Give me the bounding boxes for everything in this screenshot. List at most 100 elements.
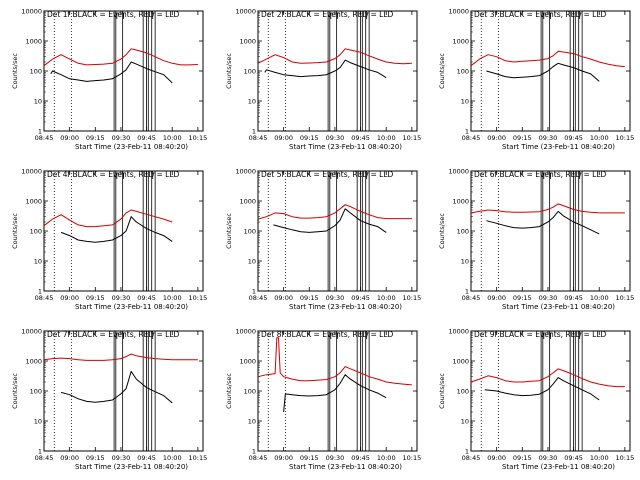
detector-panel: Det 1f BLACK = Events, RED = LLD 1 10 100 10… — [11, 8, 207, 152]
y-tick-label: 1000 — [452, 358, 469, 366]
x-tick-label: 10:00 — [163, 134, 182, 142]
detector-panel: Det 3f BLACK = Events, RED = LLD 1 10 100 10… — [438, 8, 634, 152]
x-tick-label: 09:30 — [326, 454, 345, 462]
x-tick-label: 09:00 — [60, 134, 79, 142]
x-tick-label: 09:30 — [112, 454, 131, 462]
x-tick-label: 08:45 — [462, 134, 481, 142]
events-series-line — [60, 370, 173, 404]
plot-frame — [43, 10, 204, 132]
lld-series-line — [257, 204, 412, 220]
y-tick-label: 1 — [465, 128, 469, 136]
y-tick-label: 100 — [457, 68, 469, 76]
interval-flag-icon — [577, 12, 582, 19]
y-tick-label: 10 — [248, 418, 256, 426]
lld-series-line — [470, 50, 625, 68]
interval-flag-icon — [548, 332, 553, 339]
x-axis-label: Start Time (23-Feb-11 08:40:20) — [289, 143, 402, 151]
x-tick-label: 09:30 — [112, 294, 131, 302]
detector-panel: Det 7f BLACK = Events, RED = LLD 1 10 100 10… — [11, 328, 207, 472]
y-tick-label: 1000 — [452, 38, 469, 46]
x-tick-label: 09:45 — [137, 454, 156, 462]
lld-series-line — [257, 48, 412, 65]
x-tick-label: 09:45 — [564, 294, 583, 302]
y-tick-label: 1 — [252, 288, 256, 296]
x-tick-label: 10:00 — [377, 454, 396, 462]
x-tick-label: 08:45 — [35, 134, 54, 142]
y-tick-label: 10 — [34, 98, 42, 106]
x-tick-label: 10:15 — [403, 454, 422, 462]
interval-flag-icon — [328, 172, 333, 179]
y-tick-label: 10 — [461, 258, 469, 266]
x-tick-label: 10:00 — [590, 454, 609, 462]
x-tick-label: 08:45 — [249, 454, 268, 462]
events-series-line — [484, 377, 600, 401]
x-tick-label: 09:15 — [513, 294, 532, 302]
detector-panel: Det 4f BLACK = Events, RED = LLD 1 10 100 10… — [11, 168, 207, 312]
lld-series-line — [470, 203, 625, 214]
y-tick-label: 1 — [38, 128, 42, 136]
x-axis-label: Start Time (23-Feb-11 08:40:20) — [75, 463, 188, 471]
y-tick-label: 10 — [248, 258, 256, 266]
lld-series-line — [43, 48, 198, 67]
x-tick-label: 09:00 — [274, 134, 293, 142]
x-tick-label: 09:30 — [112, 134, 131, 142]
y-axis-label: Counts/sec — [225, 53, 233, 89]
interval-flag-icon — [577, 172, 582, 179]
x-tick-label: 09:45 — [351, 454, 370, 462]
interval-flag-icon — [328, 12, 333, 19]
interval-flag-icon — [335, 332, 340, 339]
x-tick-label: 08:45 — [35, 454, 54, 462]
x-tick-label: 09:15 — [300, 134, 319, 142]
y-tick-label: 10000 — [235, 8, 256, 16]
y-tick-label: 100 — [457, 388, 469, 396]
lld-series-line — [470, 368, 625, 388]
x-tick-label: 09:30 — [326, 134, 345, 142]
y-tick-label: 1000 — [239, 38, 256, 46]
interval-flag-icon — [364, 332, 369, 339]
x-tick-label: 09:15 — [86, 134, 105, 142]
events-series-line — [273, 208, 387, 233]
lld-series-line — [43, 209, 173, 228]
detector-panel: Det 5f BLACK = Events, RED = LLD 1 10 100 10… — [225, 168, 421, 312]
y-tick-label: 10000 — [448, 168, 469, 176]
detector-panel: Det 6f BLACK = Events, RED = LLD 1 10 100 10… — [438, 168, 634, 312]
x-tick-label: 10:00 — [163, 294, 182, 302]
interval-flag-icon — [328, 332, 333, 339]
y-tick-label: 10 — [461, 418, 469, 426]
x-tick-label: 09:00 — [487, 134, 506, 142]
panel-title: Det 8f BLACK = Events, RED = LLD — [261, 330, 394, 339]
x-tick-label: 09:00 — [487, 294, 506, 302]
y-tick-label: 1000 — [452, 198, 469, 206]
x-tick-label: 10:15 — [189, 294, 208, 302]
x-tick-label: 10:15 — [616, 454, 635, 462]
events-series-line — [50, 61, 173, 84]
x-tick-label: 09:30 — [539, 454, 558, 462]
y-tick-label: 100 — [244, 388, 256, 396]
interval-flag-icon — [548, 12, 553, 19]
plot-frame — [43, 170, 204, 292]
plot-frame — [257, 170, 418, 292]
x-tick-label: 09:15 — [300, 454, 319, 462]
y-tick-label: 100 — [244, 68, 256, 76]
y-axis-label: Counts/sec — [225, 373, 233, 409]
plot-frame — [470, 170, 631, 292]
x-tick-label: 10:15 — [616, 294, 635, 302]
x-tick-label: 09:15 — [513, 454, 532, 462]
x-tick-label: 09:15 — [300, 294, 319, 302]
y-tick-label: 1000 — [25, 358, 42, 366]
y-tick-label: 1 — [38, 288, 42, 296]
y-tick-label: 10 — [248, 98, 256, 106]
interval-flag-icon — [114, 12, 119, 19]
plot-frame — [470, 10, 631, 132]
x-tick-label: 09:00 — [60, 454, 79, 462]
y-tick-label: 1 — [252, 448, 256, 456]
panel-title: Det 5f BLACK = Events, RED = LLD — [261, 170, 394, 179]
x-tick-label: 09:30 — [539, 294, 558, 302]
x-tick-label: 09:00 — [274, 294, 293, 302]
events-series-line — [60, 216, 173, 243]
y-tick-label: 1 — [252, 128, 256, 136]
panel-title: Det 4f BLACK = Events, RED = LLD — [47, 170, 180, 179]
interval-flag-icon — [541, 172, 546, 179]
x-tick-label: 09:00 — [487, 454, 506, 462]
x-tick-label: 09:45 — [351, 134, 370, 142]
